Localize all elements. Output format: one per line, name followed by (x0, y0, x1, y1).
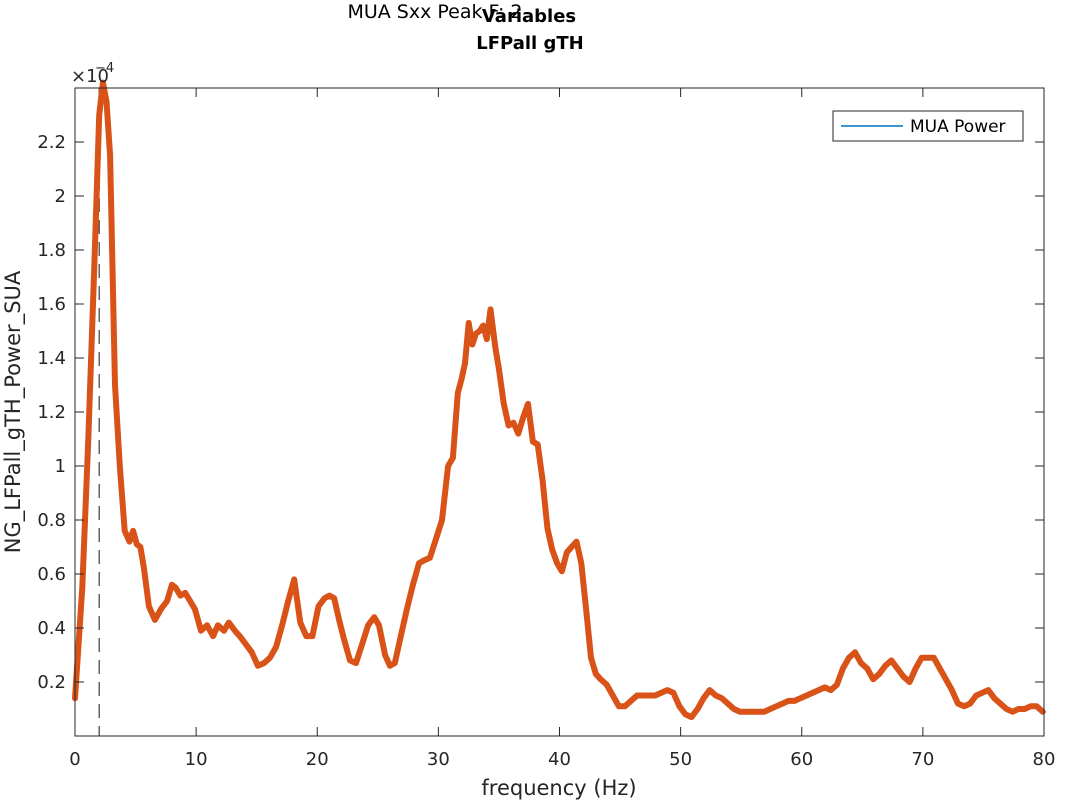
x-tick-label: 60 (790, 749, 813, 770)
x-axis-label: frequency (Hz) (481, 776, 636, 800)
plot-area (75, 88, 1044, 736)
y-tick-label: 1 (55, 456, 66, 477)
legend: MUA Power (832, 110, 1024, 142)
y-tick-label: 1.6 (37, 294, 66, 315)
y-tick-label: 0.4 (37, 618, 66, 639)
x-tick-label: 80 (1033, 749, 1056, 770)
y-tick-label: 2 (55, 186, 66, 207)
y-axis-ticks: 0.2 0.4 0.6 0.8 1 1.2 1.4 1.6 1.8 2 2.2 (37, 132, 1044, 693)
x-tick-label: 50 (669, 749, 692, 770)
overlay-title-line-2: LFPall gTH (476, 33, 583, 54)
y-tick-label: 1.2 (37, 402, 66, 423)
y-exponent-base: ×10 (71, 66, 109, 87)
x-axis-ticks: 0 10 20 30 40 50 60 70 80 (69, 88, 1055, 770)
x-tick-label: 10 (185, 749, 208, 770)
x-tick-label: 20 (306, 749, 329, 770)
mua-power-line (72, 79, 1046, 721)
overlay-title-line-1: Variables (482, 6, 576, 27)
chart-title: MUA Sxx Peak F: 2 (347, 1, 522, 23)
y-tick-label: 0.8 (37, 510, 66, 531)
x-tick-label: 0 (69, 749, 80, 770)
y-axis-label: NG_LFPall_gTH_Power_SUA (1, 270, 26, 553)
y-tick-label: 1.4 (37, 348, 66, 369)
y-tick-label: 0.6 (37, 564, 66, 585)
legend-label-mua-power: MUA Power (910, 117, 1006, 137)
x-tick-label: 70 (911, 749, 934, 770)
y-tick-label: 0.2 (37, 672, 66, 693)
y-tick-label: 1.8 (37, 240, 66, 261)
y-tick-label: 2.2 (37, 132, 66, 153)
x-tick-label: 40 (548, 749, 571, 770)
x-tick-label: 30 (427, 749, 450, 770)
y-exponent-power: −4 (95, 61, 114, 76)
